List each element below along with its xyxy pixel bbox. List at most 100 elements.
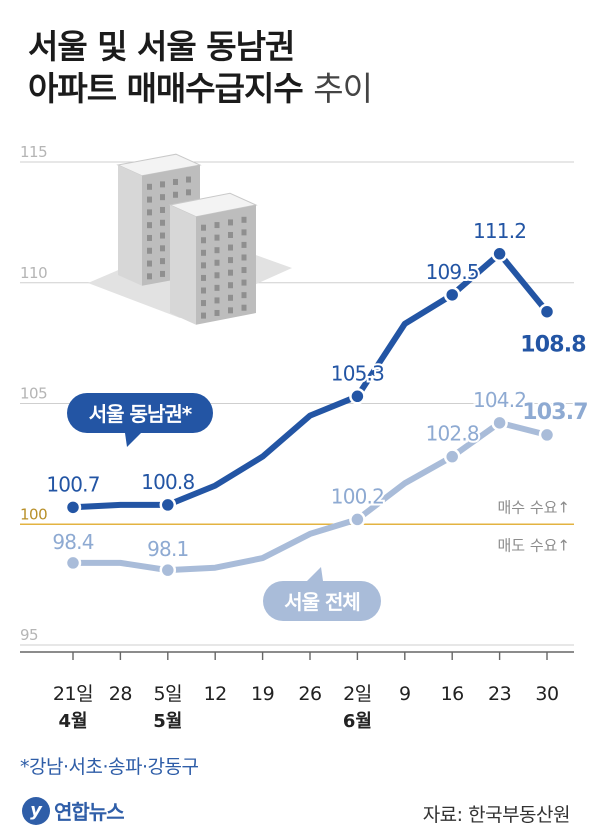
y-tick-label: 110 [20, 264, 47, 282]
back-tower-window [186, 189, 191, 196]
back-tower-window [173, 178, 178, 185]
back-tower-window [160, 232, 165, 239]
seoul-total-marker [349, 511, 366, 528]
seoul-total-data-label: 102.8 [426, 422, 479, 446]
seoul-southeast-data-label: 111.2 [473, 219, 526, 243]
y-tick-label: 105 [20, 385, 47, 403]
seoul-total-data-label: 103.7 [522, 400, 588, 425]
back-tower-window [173, 191, 178, 198]
seoul-total-marker [443, 448, 461, 465]
y-tick-label: 115 [20, 143, 47, 161]
seoul-southeast-marker [159, 496, 177, 514]
front-tower-window [214, 222, 220, 229]
front-tower-window [201, 224, 206, 231]
x-tick-label: 23 [488, 683, 511, 705]
front-tower-window [201, 287, 206, 294]
yonhap-logo-text: 연합뉴스 [54, 800, 125, 824]
back-tower-window [160, 258, 165, 265]
y-tick-label: 95 [20, 626, 38, 644]
back-tower-window [147, 260, 152, 267]
x-tick-label: 12 [204, 683, 227, 705]
title-line-1: 서울 및 서울 동남권 [28, 27, 295, 66]
back-tower-window [147, 183, 152, 190]
seoul-total-marker [64, 554, 82, 572]
seoul-southeast-data-label: 105.3 [331, 361, 384, 385]
back-tower-window [160, 270, 165, 277]
yonhap-logo-icon: y [22, 796, 50, 825]
front-tower-window [201, 300, 206, 307]
seoul-southeast-tag: 서울 동남권* [89, 402, 193, 426]
seoul-southeast-marker [64, 499, 82, 516]
data-labels: 100.7 100.8 105.3 109.5 111.2 108.8 98.4 98.1 10… [44, 217, 590, 563]
chart-title: 서울 및 서울 동남권 아파트 매매수급지수 추이 [28, 26, 373, 110]
front-tower-window [201, 262, 206, 269]
seoul-total-marker [491, 414, 508, 432]
seoul-total-tag: 서울 전체 [284, 590, 360, 614]
front-tower-window [201, 249, 206, 256]
seoul-southeast-marker [491, 245, 508, 263]
x-tick-label: 21일 [53, 683, 93, 705]
back-tower-window [160, 206, 165, 213]
series-tags: 서울 동남권* 서울 전체 [67, 393, 381, 621]
buy-demand-label: 매수 수요↑ [497, 498, 570, 516]
front-tower-window [228, 282, 233, 289]
front-tower-window [241, 267, 247, 274]
x-tick-label: 30 [535, 683, 558, 705]
back-tower-left-face [118, 165, 142, 286]
front-tower-window [228, 294, 233, 301]
front-tower-window [214, 284, 220, 291]
front-tower-right-face [196, 205, 256, 325]
seoul-total-data-label: 104.2 [473, 388, 526, 412]
back-tower-window [147, 247, 152, 254]
front-tower-window [241, 292, 247, 299]
seoul-total-tag-pointer [307, 567, 323, 581]
sell-demand-label: 매도 수요↑ [497, 536, 570, 554]
front-tower-left-face [170, 205, 196, 325]
seoul-southeast-tag-bg [67, 393, 213, 433]
x-tick-label: 28 [109, 683, 132, 705]
x-tick-label: 2일 [343, 683, 372, 705]
y-tick-label: 100 [20, 505, 47, 523]
back-tower-window [147, 273, 152, 280]
seoul-southeast-data-label: 109.5 [426, 260, 479, 284]
seoul-southeast-marker [443, 286, 461, 304]
month-label: 4월 [58, 711, 87, 732]
back-tower-window [160, 219, 165, 226]
seoul-total-marker [159, 561, 177, 579]
front-tower-window [241, 279, 247, 286]
seoul-total-line [70, 419, 550, 574]
front-tower-window [214, 247, 220, 254]
yonhap-logo: y 연합뉴스 [22, 796, 125, 825]
x-tick-label: 5일 [154, 683, 183, 705]
front-tower-window [201, 274, 206, 281]
front-tower-window [214, 297, 220, 304]
front-tower-window [241, 229, 247, 236]
back-tower-window [147, 196, 152, 203]
front-tower-window [201, 237, 206, 244]
seoul-southeast-marker [538, 303, 556, 320]
x-tick-label: 19 [251, 683, 274, 705]
seoul-southeast-line [70, 250, 550, 511]
seoul-total-data-label: 98.1 [147, 537, 188, 561]
seoul-total-data-label: 100.2 [331, 484, 384, 508]
front-tower-window [201, 312, 206, 319]
front-tower-window [228, 231, 233, 238]
x-tick-label: 9 [399, 683, 411, 705]
series-lines [64, 245, 556, 579]
seoul-southeast-data-label: 100.8 [141, 470, 194, 494]
front-tower-window [241, 216, 247, 223]
month-label: 5월 [153, 711, 182, 732]
front-tower-window [228, 269, 233, 276]
back-tower-window [147, 234, 152, 241]
x-tick-label: 16 [441, 683, 464, 705]
front-tower-window [228, 257, 233, 264]
back-tower-window [160, 245, 165, 252]
apartment-buildings-illustration [88, 153, 292, 325]
front-tower-window [228, 219, 233, 226]
footnote: *강남·서초·송파·강동구 [20, 756, 199, 778]
seoul-southeast-data-label: 100.7 [46, 472, 99, 496]
back-tower-window [186, 176, 191, 183]
front-tower-window [214, 259, 220, 266]
title-line-2-bold: 아파트 매매수급지수 [28, 69, 304, 108]
